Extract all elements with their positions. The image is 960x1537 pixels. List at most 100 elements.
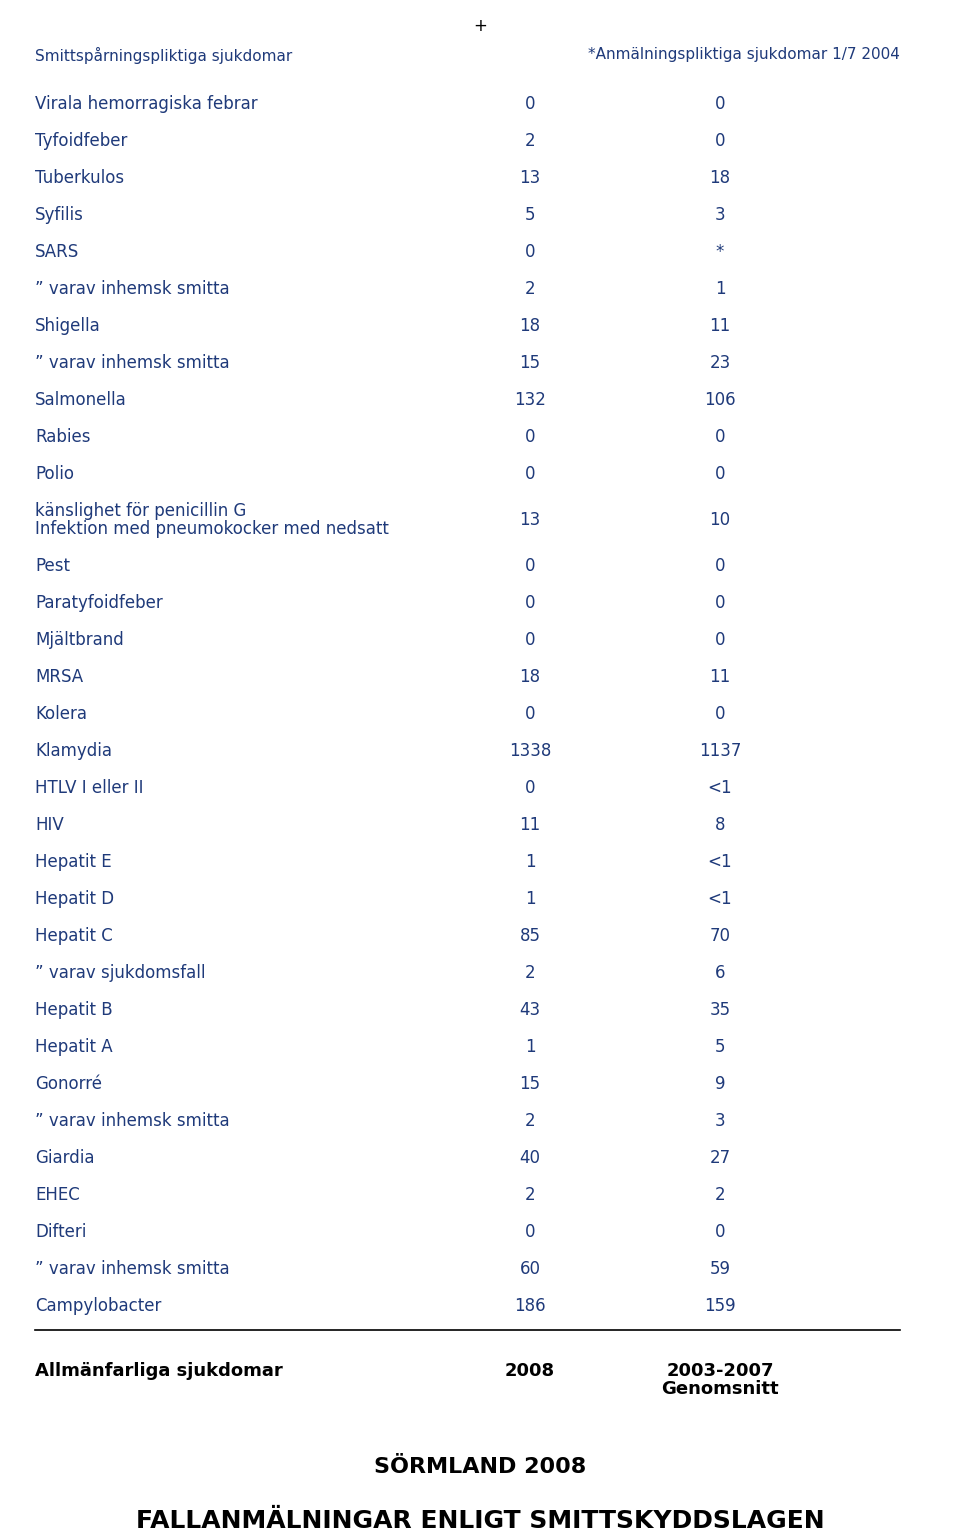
- Text: 0: 0: [715, 593, 725, 612]
- Text: 2: 2: [525, 1187, 536, 1203]
- Text: 2008: 2008: [505, 1362, 555, 1380]
- Text: 9: 9: [715, 1074, 725, 1093]
- Text: Hepatit C: Hepatit C: [35, 927, 112, 945]
- Text: +: +: [473, 17, 487, 35]
- Text: Infektion med pneumokocker med nedsatt: Infektion med pneumokocker med nedsatt: [35, 520, 389, 538]
- Text: 85: 85: [519, 927, 540, 945]
- Text: HTLV I eller II: HTLV I eller II: [35, 779, 143, 798]
- Text: 0: 0: [525, 593, 536, 612]
- Text: Virala hemorragiska febrar: Virala hemorragiska febrar: [35, 95, 257, 114]
- Text: Syfilis: Syfilis: [35, 206, 84, 224]
- Text: *Anmälningspliktiga sjukdomar 1/7 2004: *Anmälningspliktiga sjukdomar 1/7 2004: [588, 48, 900, 61]
- Text: 70: 70: [709, 927, 731, 945]
- Text: 1137: 1137: [699, 742, 741, 759]
- Text: ” varav inhemsk smitta: ” varav inhemsk smitta: [35, 280, 229, 298]
- Text: 35: 35: [709, 1001, 731, 1019]
- Text: 0: 0: [525, 1223, 536, 1240]
- Text: 1: 1: [525, 853, 536, 871]
- Text: ” varav sjukdomsfall: ” varav sjukdomsfall: [35, 964, 205, 982]
- Text: 6: 6: [715, 964, 725, 982]
- Text: 0: 0: [525, 779, 536, 798]
- Text: 1: 1: [525, 890, 536, 908]
- Text: 0: 0: [715, 705, 725, 722]
- Text: Polio: Polio: [35, 466, 74, 483]
- Text: 1: 1: [525, 1037, 536, 1056]
- Text: 0: 0: [715, 556, 725, 575]
- Text: 0: 0: [715, 1223, 725, 1240]
- Text: SARS: SARS: [35, 243, 80, 261]
- Text: 0: 0: [715, 132, 725, 151]
- Text: 0: 0: [525, 427, 536, 446]
- Text: 18: 18: [519, 669, 540, 686]
- Text: 23: 23: [709, 354, 731, 372]
- Text: 2003-2007: 2003-2007: [666, 1362, 774, 1380]
- Text: Campylobacter: Campylobacter: [35, 1297, 161, 1316]
- Text: 2: 2: [525, 132, 536, 151]
- Text: Smittspårningspliktiga sjukdomar: Smittspårningspliktiga sjukdomar: [35, 48, 292, 65]
- Text: Rabies: Rabies: [35, 427, 90, 446]
- Text: 0: 0: [525, 632, 536, 649]
- Text: 43: 43: [519, 1001, 540, 1019]
- Text: Kolera: Kolera: [35, 705, 87, 722]
- Text: 0: 0: [525, 556, 536, 575]
- Text: 2: 2: [525, 1111, 536, 1130]
- Text: 11: 11: [709, 669, 731, 686]
- Text: Genomsnitt: Genomsnitt: [661, 1380, 779, 1399]
- Text: Gonorré: Gonorré: [35, 1074, 102, 1093]
- Text: känslighet för penicillin G: känslighet för penicillin G: [35, 503, 247, 520]
- Text: 0: 0: [715, 95, 725, 114]
- Text: 0: 0: [715, 632, 725, 649]
- Text: 60: 60: [519, 1260, 540, 1277]
- Text: 1: 1: [714, 280, 726, 298]
- Text: ” varav inhemsk smitta: ” varav inhemsk smitta: [35, 1260, 229, 1277]
- Text: 40: 40: [519, 1150, 540, 1167]
- Text: 1338: 1338: [509, 742, 551, 759]
- Text: 2: 2: [525, 964, 536, 982]
- Text: Tyfoidfeber: Tyfoidfeber: [35, 132, 128, 151]
- Text: 18: 18: [519, 317, 540, 335]
- Text: Allmänfarliga sjukdomar: Allmänfarliga sjukdomar: [35, 1362, 283, 1380]
- Text: 13: 13: [519, 169, 540, 188]
- Text: <1: <1: [708, 853, 732, 871]
- Text: 0: 0: [525, 243, 536, 261]
- Text: Hepatit B: Hepatit B: [35, 1001, 112, 1019]
- Text: 8: 8: [715, 816, 725, 835]
- Text: Klamydia: Klamydia: [35, 742, 112, 759]
- Text: 0: 0: [525, 705, 536, 722]
- Text: Pest: Pest: [35, 556, 70, 575]
- Text: 11: 11: [709, 317, 731, 335]
- Text: FALLANMÄLNINGAR ENLIGT SMITTSKYDDSLAGEN: FALLANMÄLNINGAR ENLIGT SMITTSKYDDSLAGEN: [135, 1509, 825, 1532]
- Text: EHEC: EHEC: [35, 1187, 80, 1203]
- Text: 11: 11: [519, 816, 540, 835]
- Text: 18: 18: [709, 169, 731, 188]
- Text: 13: 13: [519, 510, 540, 529]
- Text: HIV: HIV: [35, 816, 63, 835]
- Text: 27: 27: [709, 1150, 731, 1167]
- Text: Hepatit A: Hepatit A: [35, 1037, 112, 1056]
- Text: 2: 2: [525, 280, 536, 298]
- Text: Giardia: Giardia: [35, 1150, 94, 1167]
- Text: 15: 15: [519, 354, 540, 372]
- Text: Hepatit D: Hepatit D: [35, 890, 114, 908]
- Text: 3: 3: [714, 206, 726, 224]
- Text: 0: 0: [525, 466, 536, 483]
- Text: 15: 15: [519, 1074, 540, 1093]
- Text: 106: 106: [705, 390, 735, 409]
- Text: 0: 0: [715, 466, 725, 483]
- Text: <1: <1: [708, 779, 732, 798]
- Text: ” varav inhemsk smitta: ” varav inhemsk smitta: [35, 354, 229, 372]
- Text: 2: 2: [714, 1187, 726, 1203]
- Text: 59: 59: [709, 1260, 731, 1277]
- Text: Mjältbrand: Mjältbrand: [35, 632, 124, 649]
- Text: 5: 5: [715, 1037, 725, 1056]
- Text: <1: <1: [708, 890, 732, 908]
- Text: 132: 132: [514, 390, 546, 409]
- Text: 159: 159: [705, 1297, 735, 1316]
- Text: Salmonella: Salmonella: [35, 390, 127, 409]
- Text: 5: 5: [525, 206, 536, 224]
- Text: Tuberkulos: Tuberkulos: [35, 169, 124, 188]
- Text: Shigella: Shigella: [35, 317, 101, 335]
- Text: Difteri: Difteri: [35, 1223, 86, 1240]
- Text: MRSA: MRSA: [35, 669, 84, 686]
- Text: 0: 0: [715, 427, 725, 446]
